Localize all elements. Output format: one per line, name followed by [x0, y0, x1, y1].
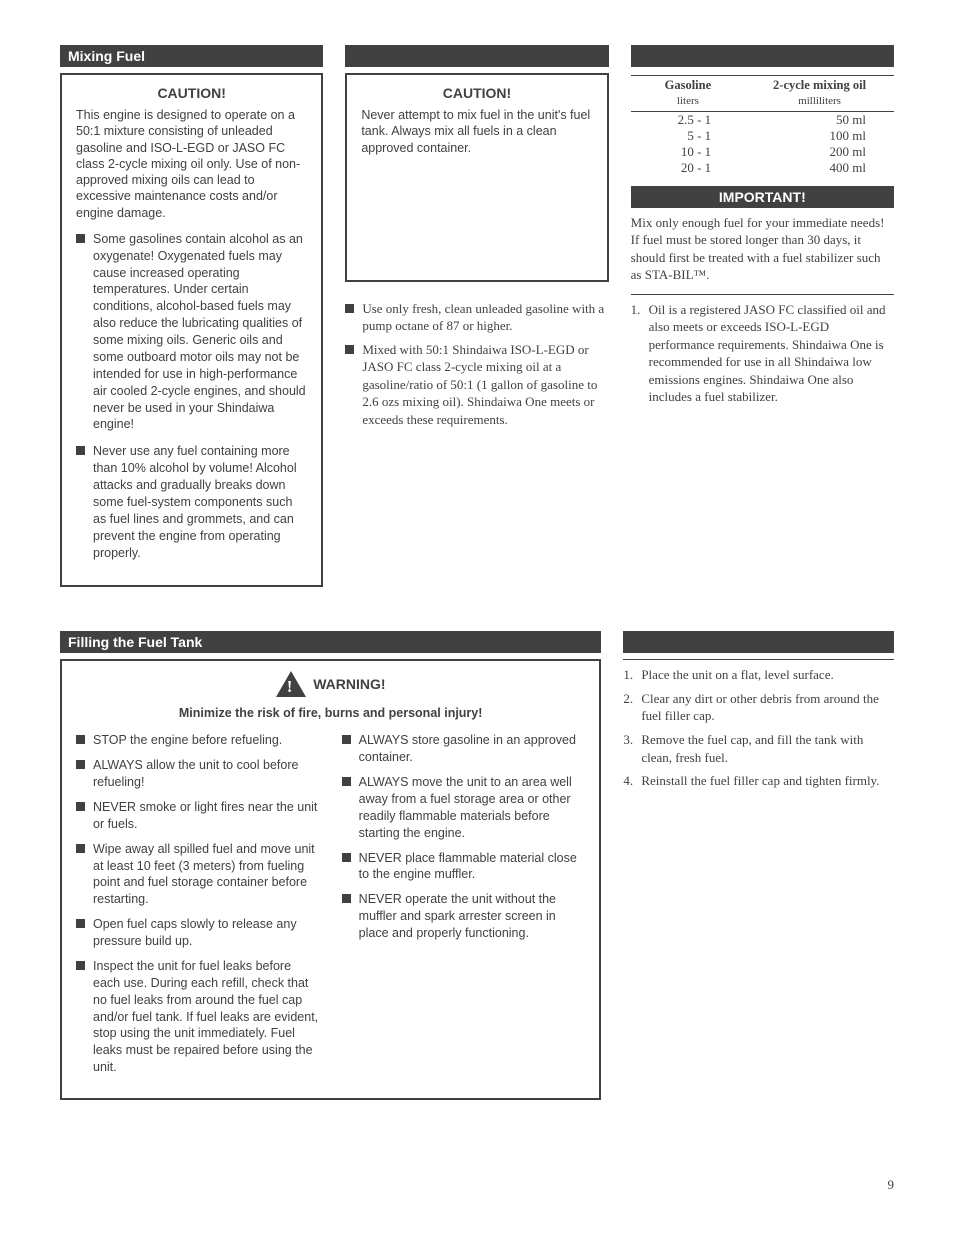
- table-row: 20 - 1400 ml: [631, 160, 894, 176]
- caution-item: Some gasolines contain alcohol as an oxy…: [76, 231, 307, 434]
- col-3: Gasoline liters 2-cycle mixing oil millili…: [631, 45, 894, 605]
- fuel-bullet: Mixed with 50:1 Shindaiwa ISO-L-EGD or J…: [345, 341, 608, 429]
- table-h1: Gasoline: [665, 78, 712, 92]
- filling-heading-cont: [623, 631, 894, 653]
- warning-item: NEVER place flammable material close to …: [342, 850, 586, 884]
- warning-item: ALWAYS allow the unit to cool before ref…: [76, 757, 320, 791]
- caution-title: CAUTION!: [361, 85, 592, 101]
- oil-note-list: 1. Oil is a registered JASO FC classifie…: [631, 294, 894, 406]
- table-h1s: liters: [677, 95, 699, 107]
- warning-intro: Minimize the risk of fire, burns and per…: [76, 705, 585, 722]
- important-body: Mix only enough fuel for your immediate …: [631, 214, 894, 284]
- warning-item: ALWAYS store gasoline in an approved con…: [342, 732, 586, 766]
- upper-row: Mixing Fuel CAUTION! This engine is desi…: [60, 45, 894, 605]
- table-row: 10 - 1200 ml: [631, 144, 894, 160]
- caution-item: Never use any fuel containing more than …: [76, 443, 307, 561]
- fuel-bullets: Use only fresh, clean unleaded gasoline …: [345, 300, 608, 429]
- mix-ratio-table: Gasoline liters 2-cycle mixing oil millili…: [631, 75, 894, 176]
- warning-box: WARNING! Minimize the risk of fire, burn…: [60, 659, 601, 1100]
- warning-item: Wipe away all spilled fuel and move unit…: [76, 841, 320, 909]
- warning-item: NEVER smoke or light fires near the unit…: [76, 799, 320, 833]
- col-2: CAUTION! Never attempt to mix fuel in th…: [345, 45, 608, 605]
- caution-body: Never attempt to mix fuel in the unit's …: [361, 107, 592, 156]
- table-row: 2.5 - 150 ml: [631, 111, 894, 128]
- fill-step: 2.Clear any dirt or other debris from ar…: [623, 690, 894, 725]
- mixing-fuel-heading-cont2: [631, 45, 894, 67]
- fill-step: 1.Place the unit on a flat, level surfac…: [623, 666, 894, 684]
- caution-title: CAUTION!: [76, 85, 307, 101]
- table-h2: 2-cycle mixing oil: [773, 78, 866, 92]
- table-h2s: milliliters: [798, 95, 841, 107]
- important-heading: IMPORTANT!: [631, 186, 894, 208]
- table-row: 5 - 1100 ml: [631, 128, 894, 144]
- lower-row: Filling the Fuel Tank WARNING! Minimize …: [60, 631, 894, 1100]
- fuel-bullet: Use only fresh, clean unleaded gasoline …: [345, 300, 608, 335]
- warning-item: STOP the engine before refueling.: [76, 732, 320, 749]
- fill-steps-col: 1.Place the unit on a flat, level surfac…: [623, 631, 894, 1100]
- warning-triangle-icon: [276, 671, 306, 697]
- page-number: 9: [888, 1177, 895, 1193]
- fill-steps: 1.Place the unit on a flat, level surfac…: [623, 659, 894, 789]
- warning-label: WARNING!: [313, 676, 385, 692]
- fill-step: 4.Reinstall the fuel filler cap and tigh…: [623, 772, 894, 790]
- oil-note-item: 1. Oil is a registered JASO FC classifie…: [631, 301, 894, 406]
- warning-item: Inspect the unit for fuel leaks before e…: [76, 958, 320, 1076]
- filling-heading: Filling the Fuel Tank: [60, 631, 601, 653]
- caution-box-2: CAUTION! Never attempt to mix fuel in th…: [345, 73, 608, 282]
- mixing-fuel-heading-cont: [345, 45, 608, 67]
- warning-wrap: Filling the Fuel Tank WARNING! Minimize …: [60, 631, 601, 1100]
- warning-item: Open fuel caps slowly to release any pre…: [76, 916, 320, 950]
- caution-box-1: CAUTION! This engine is designed to oper…: [60, 73, 323, 587]
- warning-item: ALWAYS move the unit to an area well awa…: [342, 774, 586, 842]
- mixing-fuel-heading: Mixing Fuel: [60, 45, 323, 67]
- warning-head: WARNING!: [76, 671, 585, 697]
- caution-intro: This engine is designed to operate on a …: [76, 107, 307, 221]
- warning-item: NEVER operate the unit without the muffl…: [342, 891, 586, 942]
- fill-step: 3.Remove the fuel cap, and fill the tank…: [623, 731, 894, 766]
- col-1: Mixing Fuel CAUTION! This engine is desi…: [60, 45, 323, 605]
